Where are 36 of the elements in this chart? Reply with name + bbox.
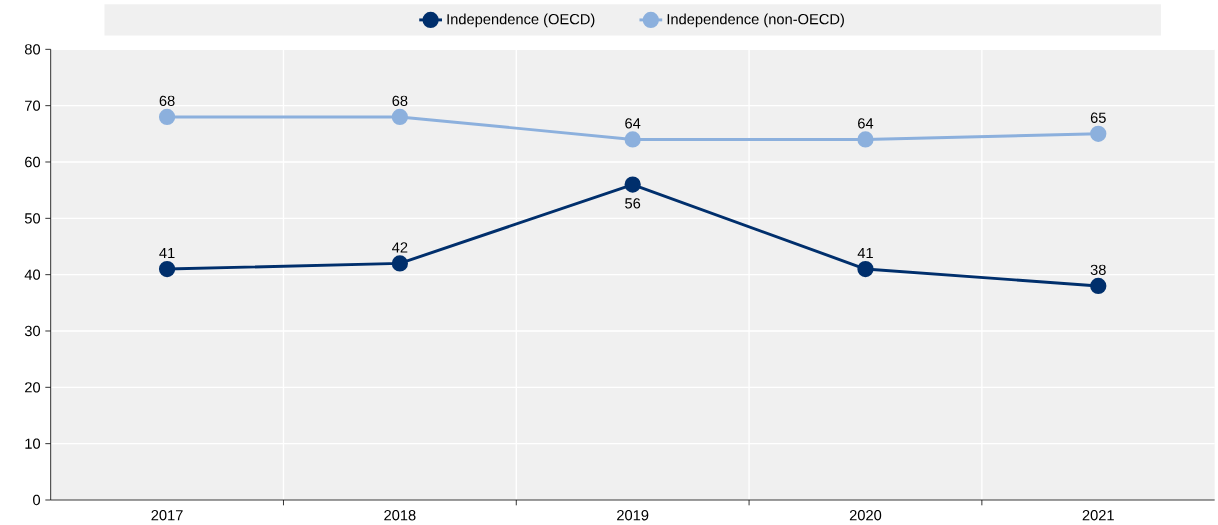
point	[624, 176, 641, 193]
point	[857, 131, 874, 148]
data-label: 68	[392, 95, 408, 107]
y-tick-label: 0	[33, 494, 41, 506]
x-tick-label: 2017	[151, 510, 183, 521]
point	[158, 260, 176, 278]
y-tick-label: 30	[24, 325, 41, 337]
point	[158, 108, 176, 126]
y-tick-label: 60	[25, 156, 41, 168]
point	[1090, 277, 1107, 295]
point	[391, 108, 409, 126]
point	[857, 260, 874, 278]
x-tick-label: 2020	[849, 510, 882, 521]
y-tick-label: 80	[24, 44, 41, 55]
data-label: 56	[625, 198, 641, 209]
data-label: 41	[857, 248, 873, 259]
data-label: 68	[159, 95, 175, 107]
data-label: 65	[1090, 112, 1106, 123]
y-tick-label: 10	[25, 438, 41, 449]
point	[624, 131, 641, 148]
y-tick-label: 20	[25, 382, 41, 393]
x-tick-label: 2018	[384, 510, 416, 521]
data-label: 38	[1090, 264, 1106, 276]
point	[1090, 125, 1107, 143]
x-tick-label: 2021	[1082, 510, 1114, 521]
data-label: 64	[858, 118, 874, 129]
point	[391, 255, 409, 272]
y-tick-label: 50	[24, 213, 41, 224]
x-tick-label: 2019	[617, 510, 649, 521]
data-label: 42	[392, 242, 408, 253]
legend-label: Independence (non-OECD)	[667, 13, 844, 28]
legend-label: Independence (OECD)	[447, 13, 595, 28]
y-tick-label: 70	[25, 100, 41, 111]
data-label: 41	[159, 248, 175, 259]
data-label: 64	[625, 118, 641, 129]
y-tick-label: 40	[24, 269, 41, 280]
